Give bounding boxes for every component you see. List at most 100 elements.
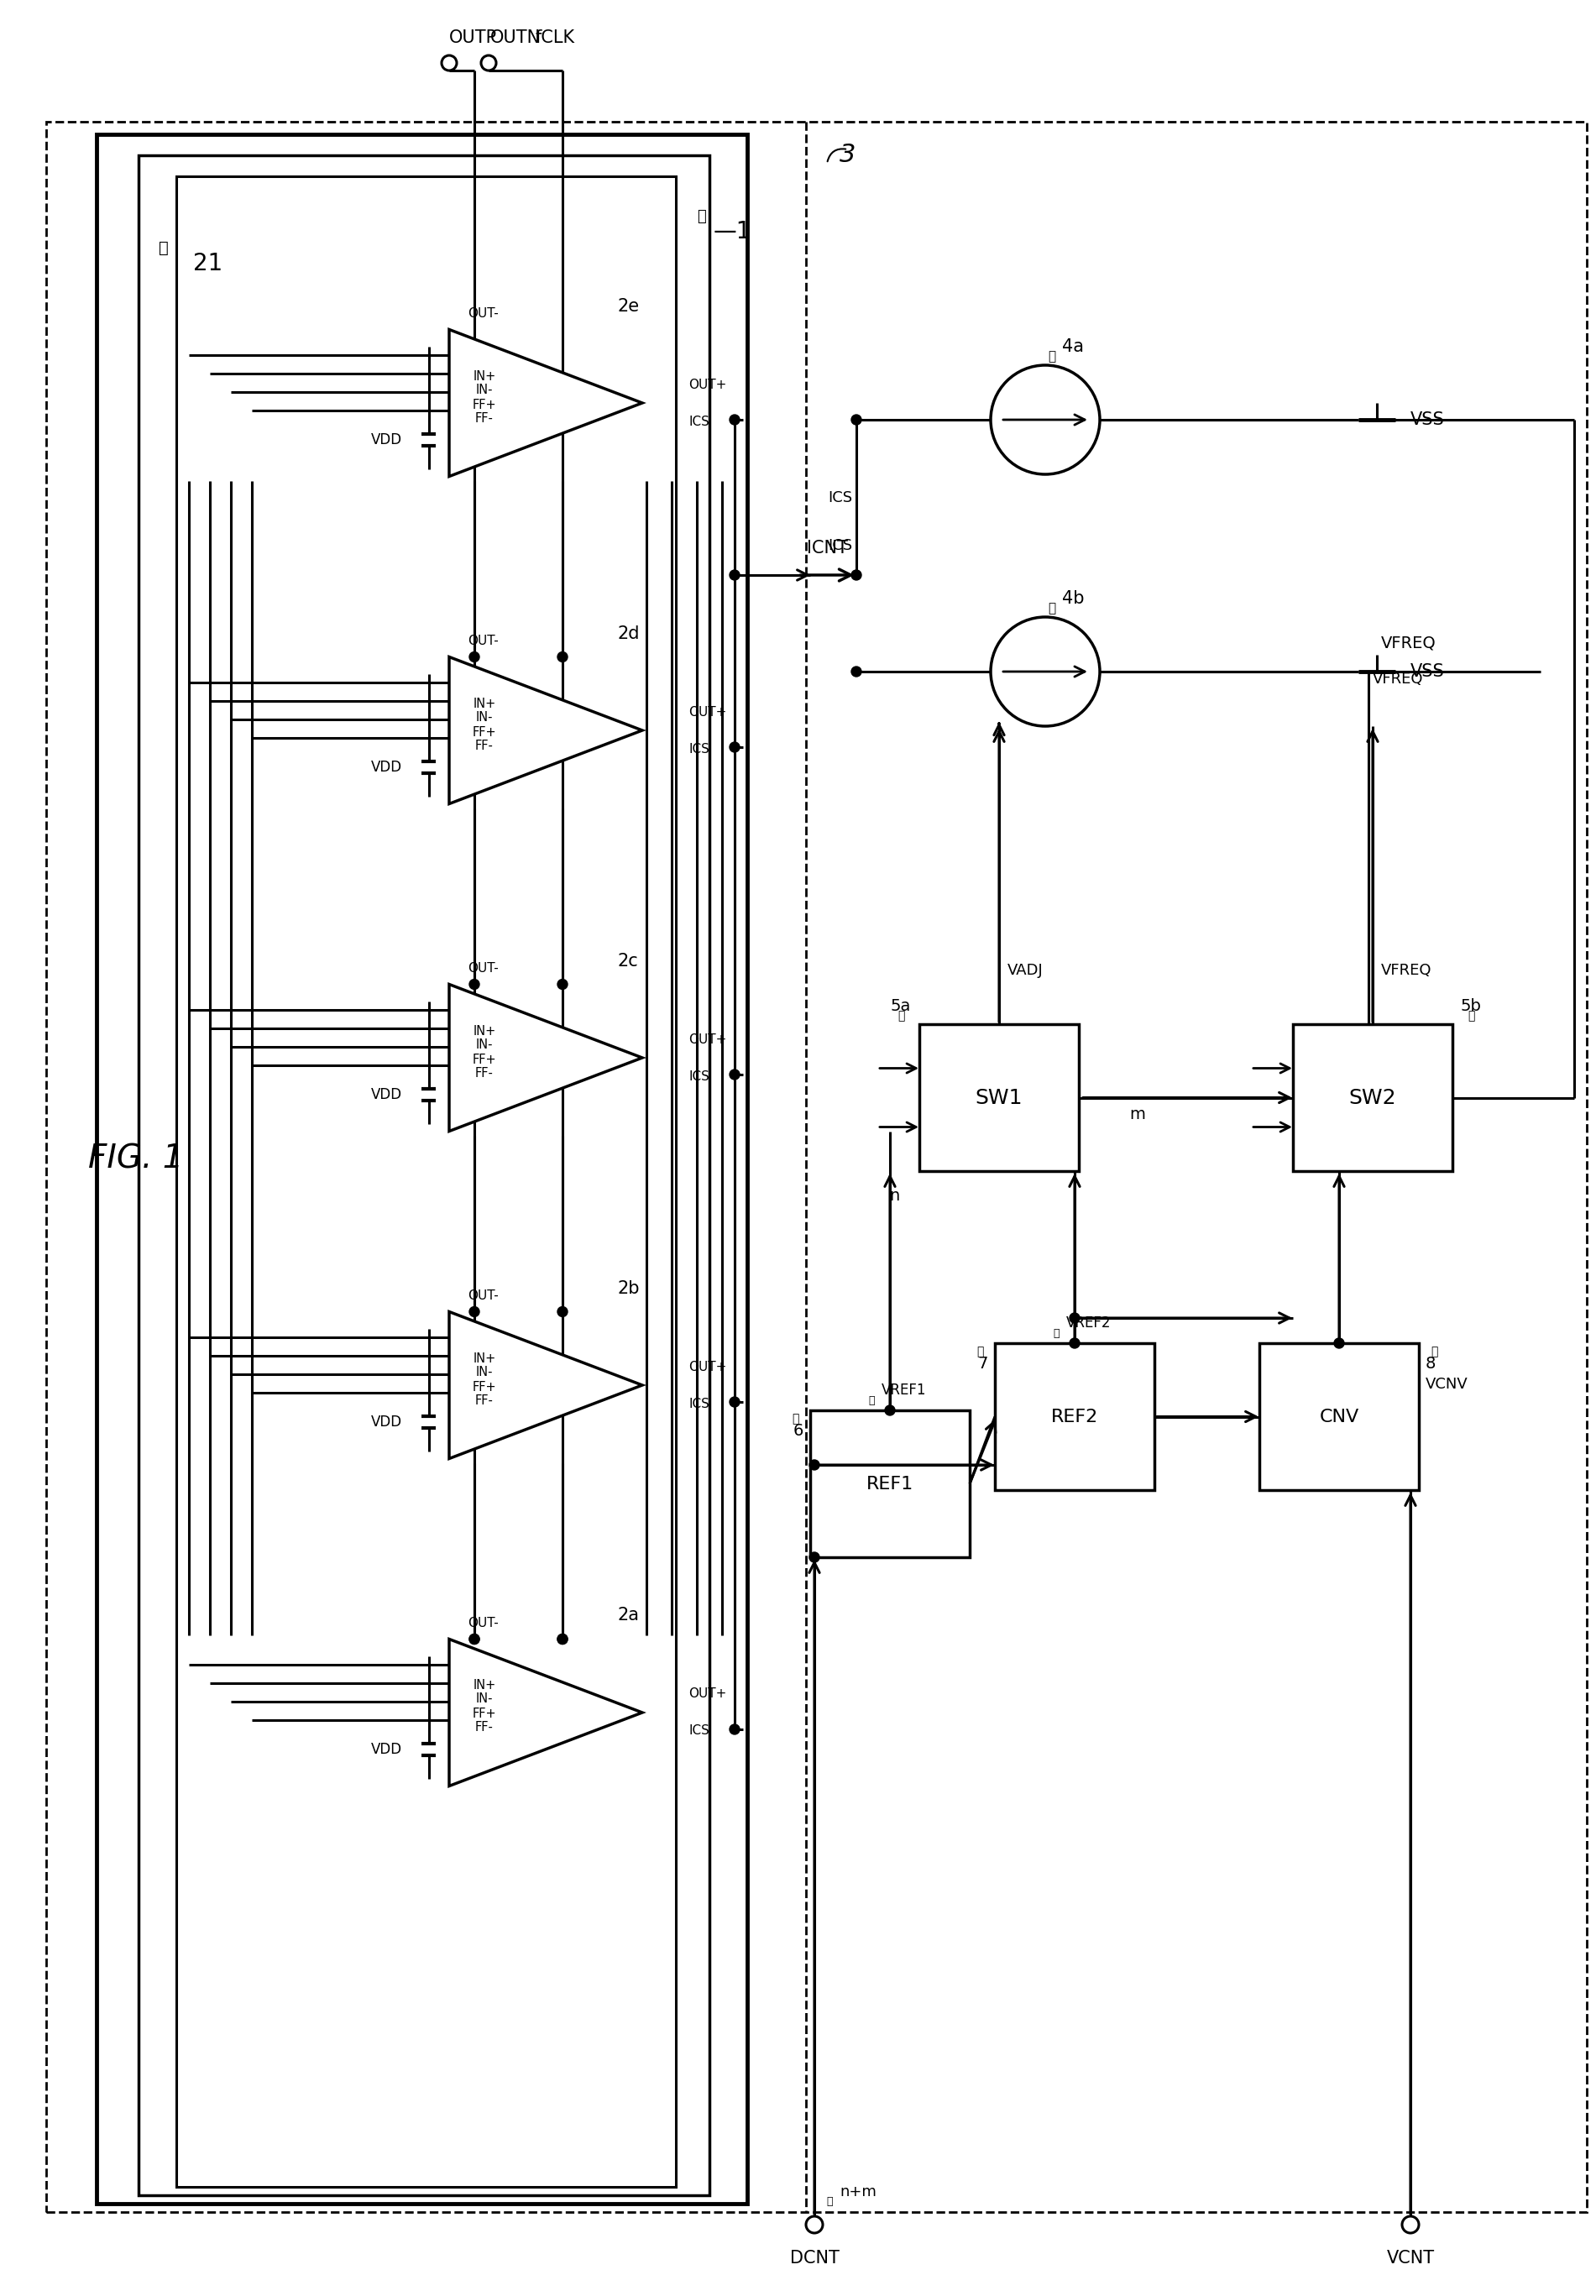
Text: VREF1: VREF1 <box>881 1382 926 1398</box>
Text: 3: 3 <box>839 142 855 168</box>
Text: VDD: VDD <box>370 1086 402 1102</box>
Text: 7: 7 <box>978 1355 988 1371</box>
Polygon shape <box>448 657 642 804</box>
Text: VSS: VSS <box>1411 411 1444 427</box>
Text: VCNT: VCNT <box>1387 2250 1435 2266</box>
Text: FF-: FF- <box>476 411 493 425</box>
Text: FF-: FF- <box>476 1722 493 1733</box>
Text: ⸻: ⸻ <box>977 1345 983 1357</box>
Text: OUT-: OUT- <box>468 308 498 319</box>
Circle shape <box>729 569 739 581</box>
Text: 5b: 5b <box>1460 999 1481 1015</box>
Circle shape <box>557 1306 568 1316</box>
Text: ⸻: ⸻ <box>897 1010 905 1022</box>
Bar <box>96 135 747 2204</box>
Text: FF+: FF+ <box>472 397 496 411</box>
Text: 2e: 2e <box>618 298 638 315</box>
Text: OUT+: OUT+ <box>688 379 726 390</box>
Text: IN+: IN+ <box>472 1352 496 1364</box>
Text: OUT+: OUT+ <box>688 1688 726 1701</box>
Text: SW1: SW1 <box>975 1088 1023 1107</box>
Circle shape <box>469 1635 479 1644</box>
Text: ICS: ICS <box>828 537 852 553</box>
Polygon shape <box>448 985 642 1132</box>
Circle shape <box>729 1724 739 1733</box>
Text: SW2: SW2 <box>1349 1088 1396 1107</box>
Text: FF-: FF- <box>476 1394 493 1407</box>
Text: FF-: FF- <box>476 739 493 751</box>
Text: OUTN: OUTN <box>490 30 541 46</box>
Text: VDD: VDD <box>370 1414 402 1430</box>
Circle shape <box>557 980 568 990</box>
Text: OUT-: OUT- <box>468 634 498 647</box>
Text: IN-: IN- <box>476 383 493 395</box>
Text: OUT-: OUT- <box>468 962 498 974</box>
Text: ICS: ICS <box>828 489 852 505</box>
Text: 21: 21 <box>193 253 223 276</box>
Text: FF+: FF+ <box>472 726 496 739</box>
Text: ⸻: ⸻ <box>1049 351 1057 363</box>
Polygon shape <box>448 1639 642 1786</box>
Text: 6: 6 <box>793 1424 803 1440</box>
Text: ⸻: ⸻ <box>1049 602 1057 615</box>
Text: REF1: REF1 <box>867 1476 913 1492</box>
Text: VFREQ: VFREQ <box>1373 673 1424 687</box>
Text: REF2: REF2 <box>1052 1407 1098 1426</box>
Circle shape <box>884 1405 895 1414</box>
Text: n+m: n+m <box>839 2183 876 2200</box>
Bar <box>811 1410 970 1557</box>
Polygon shape <box>448 1311 642 1458</box>
Polygon shape <box>448 331 642 475</box>
Text: ⸻: ⸻ <box>158 239 169 255</box>
Text: 2c: 2c <box>618 953 638 969</box>
Bar <box>1259 1343 1419 1490</box>
Text: ⸻: ⸻ <box>696 209 705 225</box>
Text: OUT-: OUT- <box>468 1288 498 1302</box>
Text: ICS: ICS <box>688 1070 709 1081</box>
Circle shape <box>729 416 739 425</box>
Text: FF+: FF+ <box>472 1380 496 1394</box>
Text: VREF2: VREF2 <box>1066 1316 1111 1332</box>
Circle shape <box>557 1635 568 1644</box>
Text: n: n <box>889 1187 899 1203</box>
Text: ICS: ICS <box>688 416 709 427</box>
Text: FF+: FF+ <box>472 1708 496 1720</box>
Text: —1: —1 <box>713 220 752 243</box>
Text: VADJ: VADJ <box>1007 962 1044 978</box>
Text: 8: 8 <box>1425 1355 1436 1371</box>
Circle shape <box>557 652 568 661</box>
Circle shape <box>809 1460 819 1469</box>
Text: ICS: ICS <box>688 742 709 755</box>
Text: IN+: IN+ <box>472 1024 496 1038</box>
Circle shape <box>557 1635 568 1644</box>
Bar <box>139 156 710 2195</box>
Text: ICS: ICS <box>688 1398 709 1410</box>
Bar <box>1293 1024 1452 1171</box>
Text: OUTP: OUTP <box>448 30 496 46</box>
Text: VFREQ: VFREQ <box>1381 962 1432 978</box>
Text: OUT+: OUT+ <box>688 1362 726 1373</box>
Circle shape <box>851 569 862 581</box>
Text: DCNT: DCNT <box>790 2250 839 2266</box>
Text: CNV: CNV <box>1320 1407 1358 1426</box>
Text: 4a: 4a <box>1061 338 1084 356</box>
Text: VDD: VDD <box>370 432 402 448</box>
Circle shape <box>1334 1339 1344 1348</box>
Text: VSS: VSS <box>1411 664 1444 680</box>
Text: ⸻: ⸻ <box>868 1394 875 1405</box>
Text: 2b: 2b <box>618 1279 640 1297</box>
Circle shape <box>851 416 862 425</box>
Text: ⸻: ⸻ <box>1430 1345 1438 1357</box>
Circle shape <box>809 1552 819 1561</box>
Text: ⸻: ⸻ <box>1053 1327 1060 1339</box>
Circle shape <box>469 980 479 990</box>
Text: ICNT: ICNT <box>806 540 847 556</box>
Text: FIG. 1: FIG. 1 <box>88 1143 184 1176</box>
Text: IN-: IN- <box>476 1038 493 1052</box>
Text: IN+: IN+ <box>472 370 496 383</box>
Text: OUT+: OUT+ <box>688 1033 726 1045</box>
Circle shape <box>469 1306 479 1316</box>
Text: IN-: IN- <box>476 712 493 723</box>
Text: 2a: 2a <box>618 1607 638 1623</box>
Text: ⸻: ⸻ <box>827 2195 833 2206</box>
